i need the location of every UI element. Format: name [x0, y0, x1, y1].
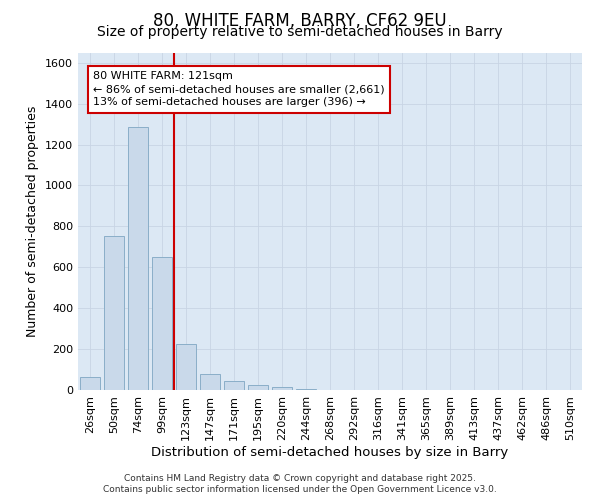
Bar: [128, 127, 148, 390]
Text: 80 WHITE FARM: 121sqm
← 86% of semi-detached houses are smaller (2,661)
13% of s: 80 WHITE FARM: 121sqm ← 86% of semi-deta…: [93, 71, 385, 108]
Bar: [248, 385, 268, 390]
Bar: [200, 374, 220, 390]
Bar: [224, 381, 244, 390]
Y-axis label: Number of semi-detached properties: Number of semi-detached properties: [26, 106, 40, 337]
Text: Size of property relative to semi-detached houses in Barry: Size of property relative to semi-detach…: [97, 25, 503, 39]
Bar: [104, 236, 124, 390]
Bar: [80, 376, 100, 390]
Bar: [296, 389, 316, 390]
Text: Contains HM Land Registry data © Crown copyright and database right 2025.
Contai: Contains HM Land Registry data © Crown c…: [103, 474, 497, 494]
Bar: [272, 387, 292, 390]
Bar: [176, 344, 196, 390]
X-axis label: Distribution of semi-detached houses by size in Barry: Distribution of semi-detached houses by …: [151, 446, 509, 458]
Bar: [152, 257, 172, 390]
Text: 80, WHITE FARM, BARRY, CF62 9EU: 80, WHITE FARM, BARRY, CF62 9EU: [153, 12, 447, 30]
